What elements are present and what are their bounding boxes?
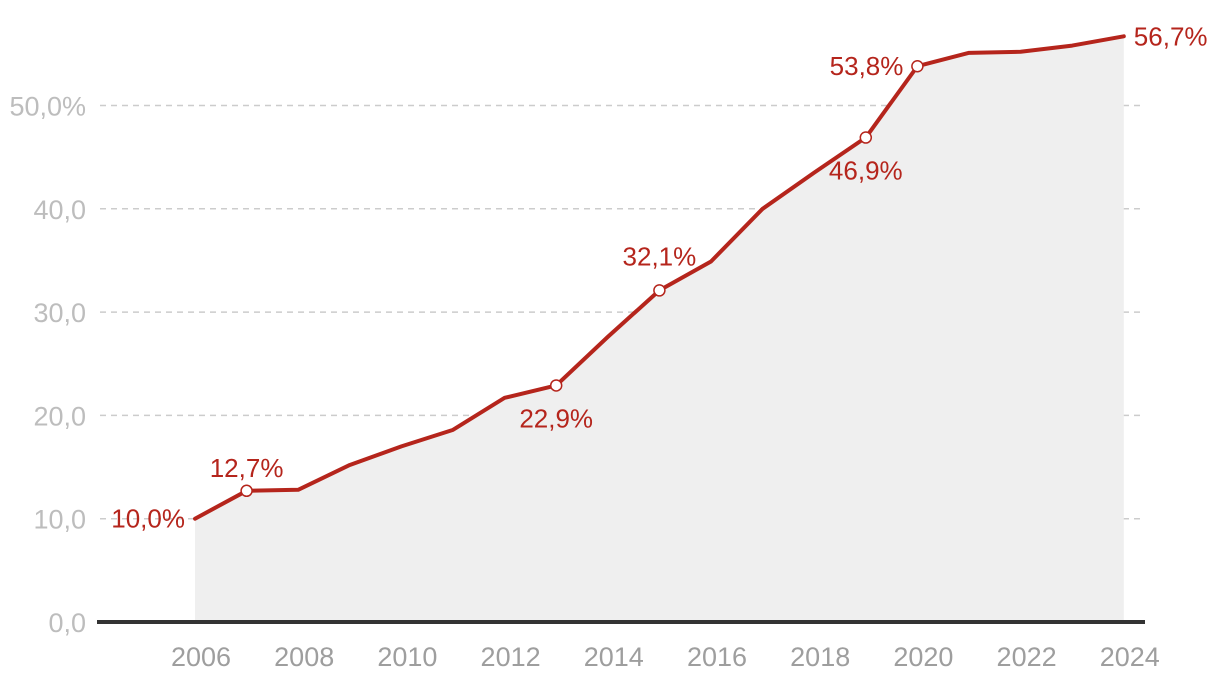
data-markers: [240, 59, 924, 498]
data-label: 56,7%: [1134, 21, 1208, 51]
x-tick-label: 2020: [893, 642, 953, 672]
data-label: 46,9%: [829, 156, 903, 186]
x-tick-label: 2016: [687, 642, 747, 672]
area-under-line: [195, 36, 1124, 622]
x-tick-label: 2012: [481, 642, 541, 672]
data-point-marker: [859, 131, 873, 144]
data-point-marker: [549, 379, 563, 392]
data-label: 32,1%: [623, 241, 697, 271]
x-tick-label: 2018: [790, 642, 850, 672]
data-point-marker: [653, 284, 666, 297]
data-labels: 10,0% 12,7% 22,9% 32,1% 46,9% 53,8% 56,7%: [111, 21, 1207, 533]
area-fill: [195, 36, 1124, 622]
x-axis-ticks: 2006 2008 2010 2012 2014 2016 2018 2020 2022 2024: [171, 642, 1160, 672]
data-label: 10,0%: [111, 504, 185, 534]
y-tick-label: 50,0%: [9, 92, 86, 122]
data-label: 12,7%: [210, 453, 284, 483]
x-tick-label: 2010: [377, 642, 437, 672]
y-tick-label: 30,0: [33, 298, 86, 328]
x-tick-label: 2024: [1100, 642, 1160, 672]
y-tick-label: 40,0: [33, 195, 86, 225]
data-label: 53,8%: [830, 51, 904, 81]
data-label: 22,9%: [519, 403, 593, 433]
y-tick-label: 10,0: [33, 505, 86, 535]
x-tick-label: 2014: [584, 642, 644, 672]
data-point-marker: [240, 484, 253, 498]
y-axis-ticks: 0,0 10,0 20,0 30,0 40,0 50,0%: [9, 92, 86, 639]
y-tick-label: 0,0: [48, 608, 86, 638]
data-point-marker: [911, 59, 924, 73]
x-tick-label: 2006: [171, 642, 231, 672]
x-tick-label: 2008: [274, 642, 334, 672]
y-tick-label: 20,0: [33, 401, 86, 431]
x-tick-label: 2022: [997, 642, 1057, 672]
